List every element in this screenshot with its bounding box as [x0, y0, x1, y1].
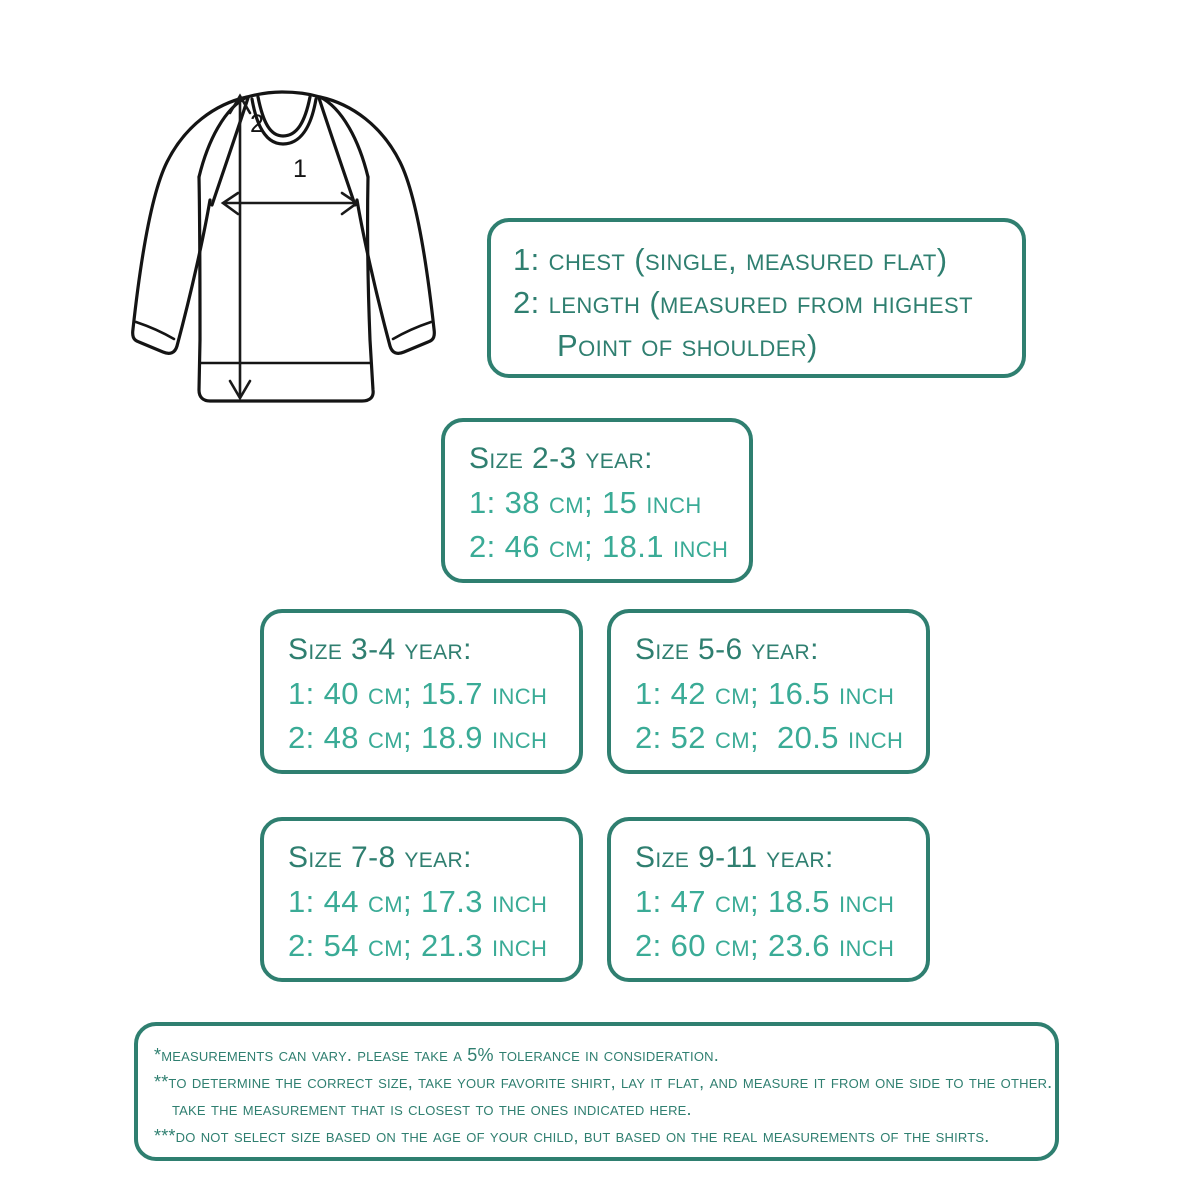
size-box-3-4-year: Size 3-4 year: 1: 40 cm; 15.7 inch 2: 48… — [260, 609, 583, 774]
notes-box: *Measurements can vary. Please take a 5%… — [134, 1022, 1059, 1161]
size-length-value: 2: 52 cm; 20.5 inch — [635, 720, 904, 755]
size-length-value: 2: 46 cm; 18.1 inch — [469, 529, 729, 564]
size-title: Size 7-8 year: — [288, 841, 472, 874]
measurement-legend-box: 1: Chest (single, measured flat) 2: leng… — [487, 218, 1026, 378]
legend-line-length-cont: point of shoulder) — [557, 328, 818, 363]
note-line-tolerance: *Measurements can vary. Please take a 5%… — [154, 1045, 719, 1065]
size-box-5-6-year: Size 5-6 year: 1: 42 cm; 16.5 inch 2: 52… — [607, 609, 930, 774]
sweatshirt-diagram: 1 2 — [131, 90, 436, 403]
size-box-9-11-year: Size 9-11 year: 1: 47 cm; 18.5 inch 2: 6… — [607, 817, 930, 982]
size-chest-value: 1: 38 cm; 15 inch — [469, 485, 702, 520]
note-line-how-to-measure: **To determine the correct size, take yo… — [154, 1072, 1053, 1092]
length-measure-arrow — [228, 93, 252, 401]
size-title: Size 9-11 year: — [635, 841, 834, 874]
size-length-value: 2: 60 cm; 23.6 inch — [635, 928, 895, 963]
chest-measure-arrow — [220, 191, 360, 216]
legend-line-length: 2: length (measured from highest — [513, 285, 973, 320]
size-chest-value: 1: 42 cm; 16.5 inch — [635, 676, 895, 711]
size-chest-value: 1: 40 cm; 15.7 inch — [288, 676, 548, 711]
size-length-value: 2: 48 cm; 18.9 inch — [288, 720, 548, 755]
size-title: Size 5-6 year: — [635, 633, 819, 666]
length-marker-label: 2 — [250, 110, 264, 138]
note-line-age-warning: ***Do not select size based on the age o… — [154, 1126, 990, 1146]
size-title: Size 2-3 year: — [469, 442, 653, 475]
size-box-2-3-year: Size 2-3 year: 1: 38 cm; 15 inch 2: 46 c… — [441, 418, 753, 583]
size-chest-value: 1: 44 cm; 17.3 inch — [288, 884, 548, 919]
note-line-how-to-measure-cont: Take the measurement that is closest to … — [172, 1099, 692, 1119]
size-chest-value: 1: 47 cm; 18.5 inch — [635, 884, 895, 919]
size-box-7-8-year: Size 7-8 year: 1: 44 cm; 17.3 inch 2: 54… — [260, 817, 583, 982]
chest-marker-label: 1 — [293, 155, 307, 183]
size-length-value: 2: 54 cm; 21.3 inch — [288, 928, 548, 963]
size-title: Size 3-4 year: — [288, 633, 472, 666]
legend-line-chest: 1: Chest (single, measured flat) — [513, 242, 948, 277]
